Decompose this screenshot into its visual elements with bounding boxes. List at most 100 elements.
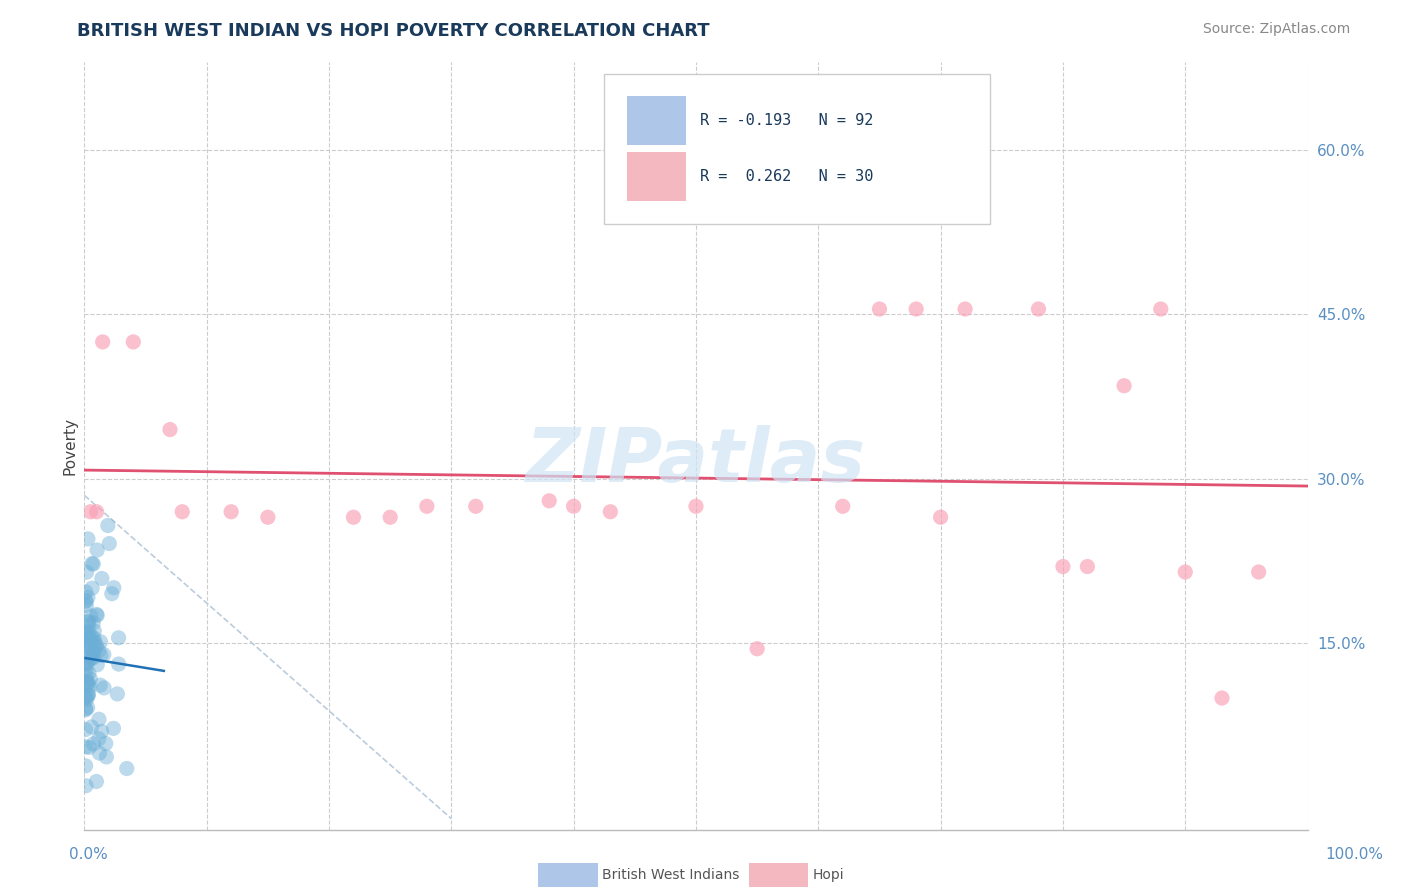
- Point: [86, 774, 108, 789]
- Point: [172, 505, 194, 519]
- Point: [75, 692, 97, 706]
- Point: [105, 687, 128, 701]
- Point: [1150, 301, 1173, 316]
- Point: [83, 631, 105, 645]
- Point: [599, 505, 621, 519]
- Point: [83, 737, 105, 751]
- Point: [75, 632, 97, 647]
- Point: [103, 581, 125, 595]
- Point: [80, 720, 103, 734]
- Point: [90, 571, 112, 585]
- Point: [86, 505, 108, 519]
- Point: [831, 500, 853, 514]
- Point: [416, 500, 439, 514]
- Point: [75, 594, 97, 608]
- Point: [380, 510, 402, 524]
- Point: [76, 657, 98, 671]
- Point: [685, 500, 707, 514]
- Point: [77, 591, 100, 605]
- Text: Hopi: Hopi: [813, 868, 844, 882]
- Point: [76, 566, 98, 580]
- Point: [77, 617, 100, 632]
- Point: [929, 510, 952, 524]
- Point: [93, 681, 115, 695]
- Point: [103, 722, 125, 736]
- Point: [86, 657, 108, 672]
- Point: [75, 625, 97, 640]
- Point: [76, 700, 98, 714]
- Point: [538, 493, 561, 508]
- Point: [75, 779, 97, 793]
- Point: [77, 615, 100, 629]
- Point: [77, 676, 100, 690]
- Point: [75, 585, 97, 599]
- Point: [83, 624, 105, 638]
- Point: [75, 669, 97, 683]
- Point: [96, 750, 118, 764]
- Point: [86, 608, 108, 623]
- Point: [953, 301, 976, 316]
- Point: [79, 505, 101, 519]
- Point: [75, 758, 97, 772]
- Point: [76, 675, 98, 690]
- Point: [79, 652, 101, 666]
- Point: [75, 638, 97, 652]
- Point: [257, 510, 280, 524]
- Text: BRITISH WEST INDIAN VS HOPI POVERTY CORRELATION CHART: BRITISH WEST INDIAN VS HOPI POVERTY CORR…: [77, 22, 710, 40]
- Point: [869, 301, 891, 316]
- Point: [1076, 559, 1098, 574]
- Point: [75, 599, 97, 613]
- Point: [80, 557, 103, 571]
- Text: R = -0.193   N = 92: R = -0.193 N = 92: [700, 113, 873, 128]
- Point: [75, 657, 97, 672]
- Point: [75, 690, 97, 705]
- Point: [464, 500, 486, 514]
- Point: [76, 678, 98, 692]
- Point: [115, 762, 138, 776]
- Point: [77, 740, 100, 755]
- Point: [159, 423, 181, 437]
- Text: ZIPatlas: ZIPatlas: [526, 425, 866, 498]
- Point: [89, 746, 111, 760]
- Point: [80, 633, 103, 648]
- Point: [107, 657, 129, 671]
- Point: [77, 666, 100, 681]
- Point: [75, 703, 97, 717]
- FancyBboxPatch shape: [627, 153, 686, 202]
- Point: [122, 334, 145, 349]
- Point: [76, 688, 98, 702]
- Point: [82, 615, 104, 630]
- Point: [97, 518, 120, 533]
- Point: [75, 637, 97, 651]
- Point: [87, 643, 110, 657]
- Point: [90, 634, 112, 648]
- Y-axis label: Poverty: Poverty: [62, 417, 77, 475]
- Point: [1211, 691, 1233, 706]
- Point: [75, 629, 97, 643]
- Point: [94, 737, 117, 751]
- Point: [76, 615, 98, 629]
- Point: [562, 500, 585, 514]
- Point: [79, 672, 101, 686]
- Point: [79, 680, 101, 694]
- Point: [1114, 378, 1136, 392]
- Point: [219, 505, 242, 519]
- Point: [77, 689, 100, 703]
- Point: [75, 594, 97, 608]
- Point: [93, 648, 115, 662]
- Point: [79, 608, 101, 623]
- Point: [76, 626, 98, 640]
- Point: [75, 657, 97, 671]
- Point: [86, 639, 108, 653]
- Point: [77, 628, 100, 642]
- Point: [1028, 301, 1050, 316]
- Point: [87, 712, 110, 726]
- Text: 100.0%: 100.0%: [1324, 847, 1384, 862]
- Point: [90, 648, 112, 663]
- Point: [80, 650, 103, 665]
- FancyBboxPatch shape: [605, 74, 990, 224]
- Point: [90, 724, 112, 739]
- Point: [80, 630, 103, 644]
- Point: [747, 641, 769, 656]
- FancyBboxPatch shape: [627, 96, 686, 145]
